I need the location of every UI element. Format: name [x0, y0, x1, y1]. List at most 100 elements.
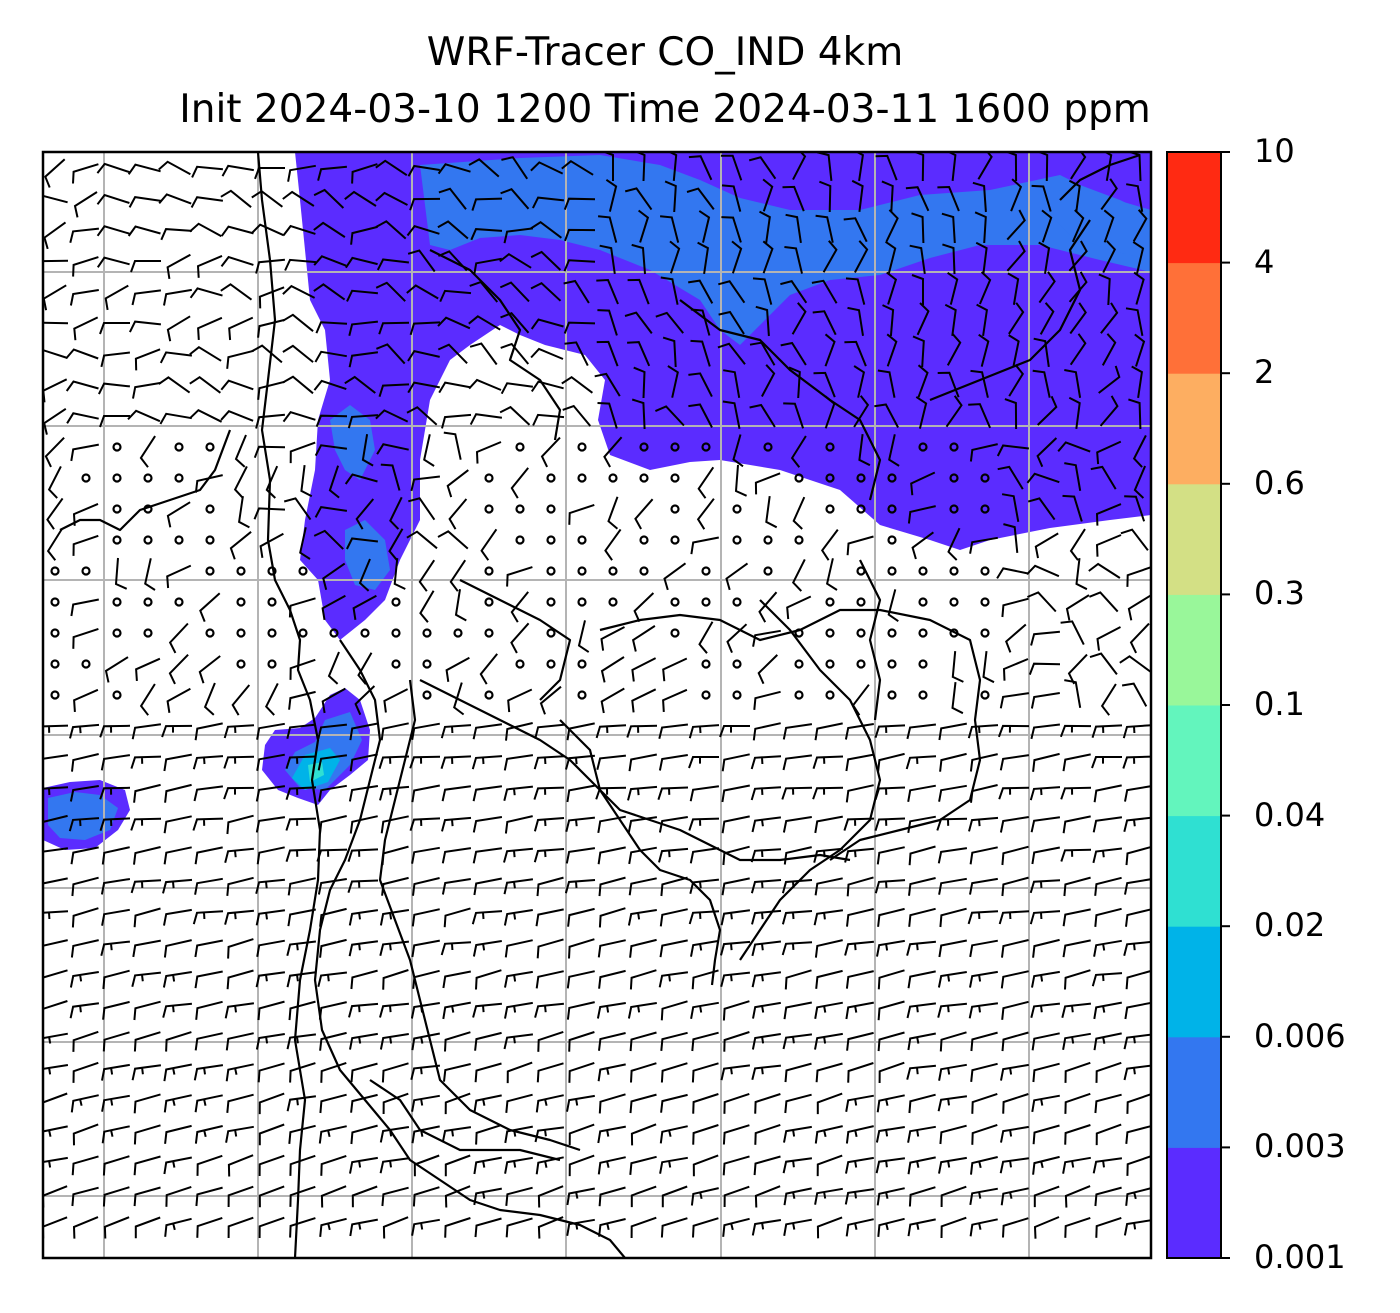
wind-barb [792, 496, 806, 530]
wind-barb [1091, 756, 1122, 769]
wind-barb [318, 784, 347, 802]
wind-barb [474, 1062, 502, 1083]
wind-barb [133, 1031, 161, 1052]
wind-barb [389, 496, 403, 530]
wind-barb [660, 1217, 688, 1238]
wind-barb [750, 755, 782, 770]
wind-barb [196, 1154, 223, 1176]
wind-barb [234, 434, 247, 468]
wind-barb [393, 557, 406, 590]
wind-barb [448, 498, 468, 530]
wind-barb [444, 1031, 471, 1052]
wind-barb [906, 1002, 937, 1019]
wind-barb [192, 817, 224, 831]
wind-barb [255, 971, 286, 988]
wind-barb [782, 723, 813, 740]
wind-barb [1099, 395, 1119, 427]
wind-barb [189, 408, 223, 423]
calm-wind-marker [887, 473, 897, 483]
wind-barb [597, 1125, 626, 1144]
wind-barb [598, 907, 626, 928]
wind-barb [256, 722, 285, 740]
calm-wind-marker [360, 628, 370, 638]
wind-barb [379, 1002, 409, 1018]
wind-barb [127, 409, 161, 423]
wind-barb [533, 755, 565, 770]
wind-barb [633, 592, 655, 623]
calm-wind-marker [143, 597, 153, 607]
calm-wind-marker [577, 473, 587, 483]
wind-barb [658, 971, 689, 988]
wind-barb [203, 682, 216, 716]
wind-barb [220, 379, 254, 391]
wind-barb [627, 785, 658, 801]
wind-barb [999, 1157, 1030, 1174]
wind-barb [1065, 594, 1090, 621]
wind-barb [227, 1216, 254, 1239]
wind-barb [722, 1155, 750, 1176]
wind-barb [131, 289, 162, 306]
wind-barb [816, 1216, 843, 1239]
wind-barb [846, 908, 874, 927]
wind-barb [163, 908, 192, 926]
wind-barb [1062, 939, 1091, 958]
wind-barb [348, 940, 379, 957]
wind-barb [103, 1216, 130, 1239]
wind-barb [784, 969, 812, 990]
plume-level-0003-c [345, 520, 390, 590]
wind-barb [220, 410, 254, 422]
wind-barb [194, 722, 223, 741]
wind-barb [851, 684, 870, 716]
wind-barb [1033, 1216, 1060, 1239]
wind-barb [1126, 566, 1151, 587]
wind-barb [1059, 724, 1092, 738]
colorbar-tick-label: 4 [1254, 242, 1275, 281]
wind-barb [348, 320, 379, 337]
wind-barb [282, 224, 316, 237]
wind-barb [915, 396, 928, 429]
wind-barb [314, 506, 348, 518]
wind-barb [471, 755, 503, 770]
wind-barb [596, 1002, 626, 1019]
wind-barb [626, 724, 658, 738]
wind-barb [888, 434, 900, 467]
wind-barb [906, 940, 936, 956]
wind-barb [381, 876, 409, 896]
wind-barb [472, 723, 503, 740]
wind-barb [319, 815, 347, 834]
colorbar-tick-label: 0.02 [1254, 906, 1326, 945]
wind-barb [225, 1032, 254, 1051]
wind-barb [101, 908, 130, 926]
wind-barb [163, 753, 192, 772]
wind-barb [469, 280, 499, 303]
wind-barb [168, 654, 189, 685]
wind-barb [472, 816, 503, 833]
wind-barb [754, 1093, 781, 1114]
wind-barb [437, 530, 469, 550]
wind-barb [1068, 240, 1088, 272]
wind-barb [317, 723, 348, 740]
wind-barb [166, 564, 192, 589]
wind-barb [96, 256, 130, 268]
wind-barb [1064, 1124, 1091, 1145]
calm-wind-marker [732, 597, 742, 607]
calm-wind-marker [856, 659, 866, 669]
calm-wind-marker [949, 597, 959, 607]
wind-barb [288, 1124, 316, 1144]
wind-barb [163, 815, 192, 834]
wind-barb [379, 1157, 410, 1174]
wind-barb [658, 847, 689, 863]
coastlines-and-borders [59, 152, 1141, 1258]
wind-barb [886, 271, 898, 305]
wind-barb [530, 220, 562, 239]
wind-barb [968, 1002, 999, 1019]
wind-barb [1033, 1185, 1060, 1208]
wind-barb [816, 1092, 843, 1115]
calm-wind-marker [670, 473, 680, 483]
wind-barb [100, 754, 131, 771]
wind-barb [286, 971, 317, 988]
wind-barb [1008, 364, 1025, 397]
wind-barb [163, 1156, 192, 1175]
wind-barb [563, 321, 596, 334]
wind-barb [759, 210, 771, 244]
